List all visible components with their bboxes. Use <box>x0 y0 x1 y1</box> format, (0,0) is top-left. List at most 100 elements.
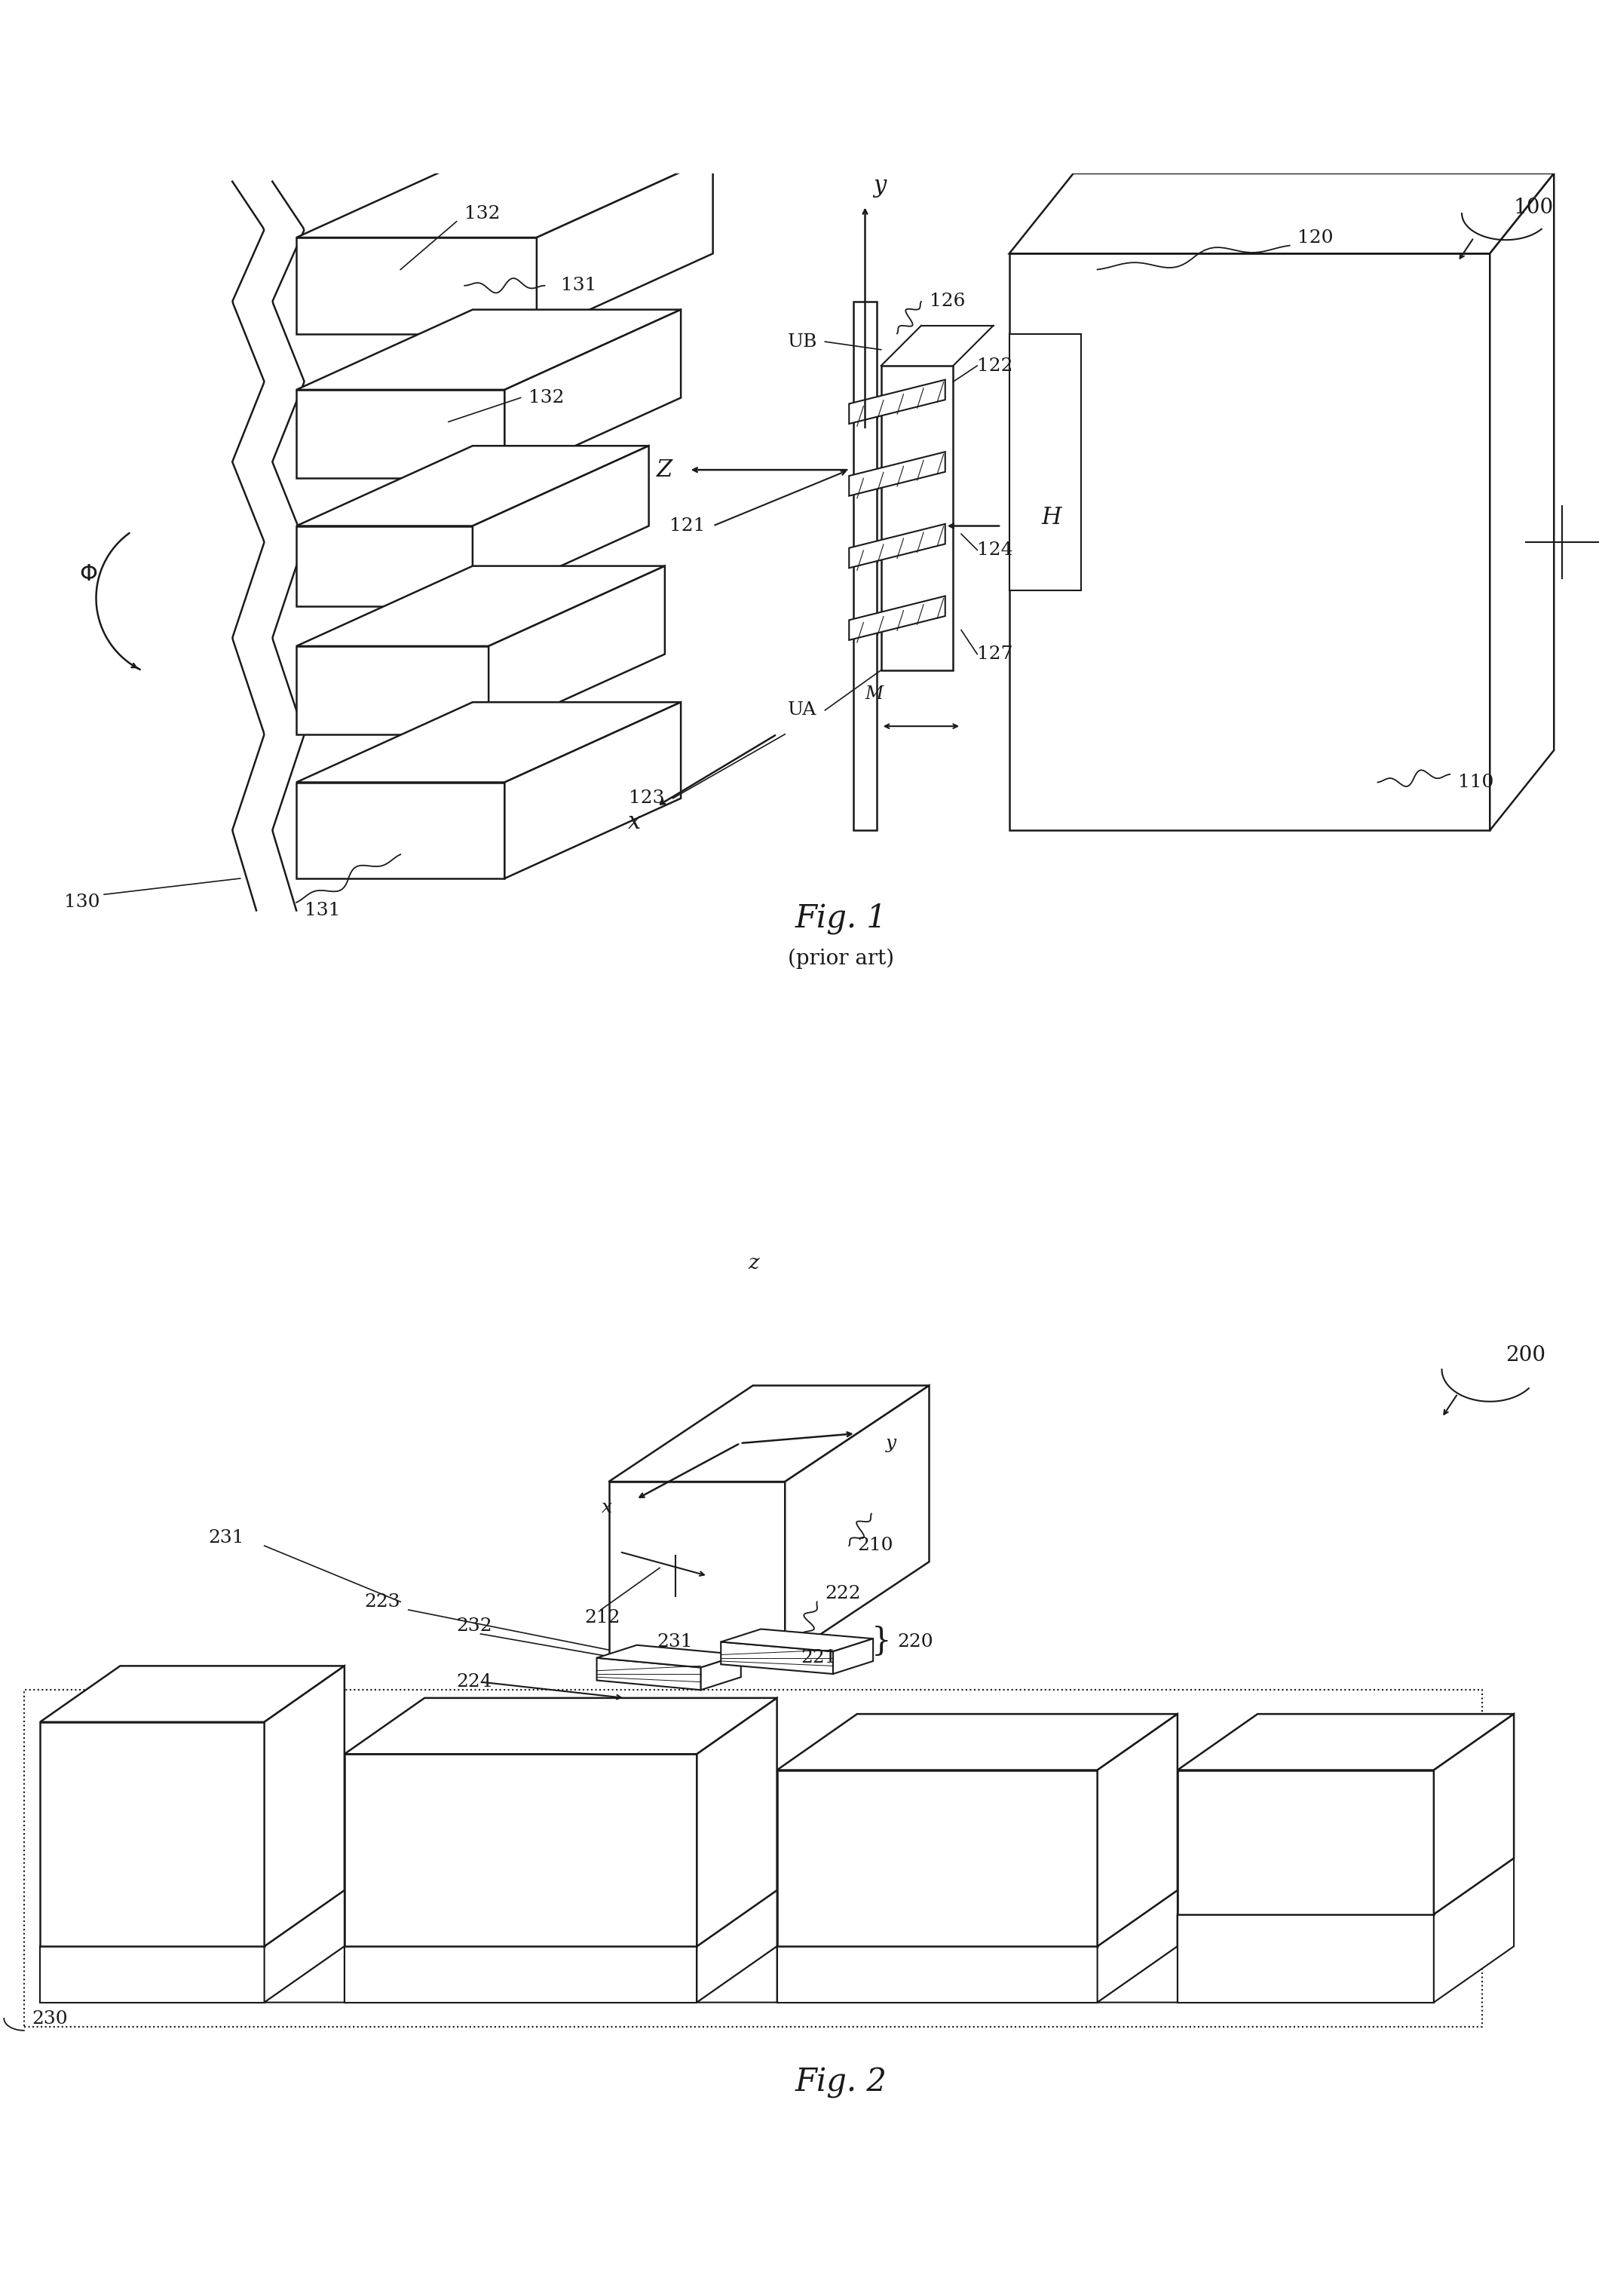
Polygon shape <box>264 1890 344 2002</box>
Polygon shape <box>598 1646 740 1667</box>
Text: 130: 130 <box>64 893 99 912</box>
Polygon shape <box>1177 1770 1434 1915</box>
Polygon shape <box>344 1699 777 1754</box>
Polygon shape <box>702 1655 740 1690</box>
Polygon shape <box>344 1890 777 1947</box>
Polygon shape <box>881 365 953 670</box>
Text: }: } <box>871 1626 891 1658</box>
Text: 222: 222 <box>825 1584 860 1603</box>
Text: 132: 132 <box>465 204 500 223</box>
Polygon shape <box>1097 1915 1177 2002</box>
Polygon shape <box>609 1481 785 1658</box>
Polygon shape <box>473 445 649 606</box>
Polygon shape <box>505 703 681 879</box>
Text: 220: 220 <box>897 1632 932 1651</box>
Polygon shape <box>785 1384 929 1658</box>
Polygon shape <box>777 1947 1097 2002</box>
Polygon shape <box>344 1754 697 1947</box>
Polygon shape <box>264 1947 344 2002</box>
Text: 223: 223 <box>365 1593 400 1609</box>
Polygon shape <box>1177 1915 1434 2002</box>
Polygon shape <box>344 1947 697 2002</box>
Text: UB: UB <box>787 333 817 351</box>
Polygon shape <box>849 523 945 567</box>
Text: 131: 131 <box>561 278 596 294</box>
Text: 232: 232 <box>457 1616 492 1635</box>
Text: 123: 123 <box>630 790 665 806</box>
Text: M: M <box>865 687 883 703</box>
Polygon shape <box>849 452 945 496</box>
Polygon shape <box>721 1630 873 1651</box>
Text: 224: 224 <box>457 1674 492 1690</box>
Polygon shape <box>1434 1857 1514 2002</box>
Polygon shape <box>505 310 681 478</box>
Text: 221: 221 <box>801 1649 836 1667</box>
Polygon shape <box>1009 174 1554 253</box>
Polygon shape <box>849 597 945 641</box>
Polygon shape <box>697 1699 777 1947</box>
Text: 100: 100 <box>1514 197 1554 218</box>
Text: Fig. 2: Fig. 2 <box>795 2066 888 2099</box>
Text: (prior art): (prior art) <box>788 948 894 969</box>
Text: Z: Z <box>657 459 673 482</box>
Polygon shape <box>264 1667 344 1947</box>
Polygon shape <box>609 1384 929 1481</box>
Polygon shape <box>537 158 713 333</box>
Text: H: H <box>1041 505 1062 530</box>
Text: y: y <box>873 174 886 197</box>
Polygon shape <box>1009 253 1490 831</box>
Polygon shape <box>777 1715 1177 1770</box>
Polygon shape <box>40 1947 264 2002</box>
Text: 120: 120 <box>1298 230 1333 246</box>
Polygon shape <box>777 1770 1097 1947</box>
Text: 124: 124 <box>977 542 1012 558</box>
Polygon shape <box>697 1947 777 2002</box>
Text: y: y <box>886 1435 897 1451</box>
Polygon shape <box>598 1658 702 1690</box>
Text: 121: 121 <box>670 517 705 535</box>
Polygon shape <box>721 1642 833 1674</box>
Text: x: x <box>601 1499 612 1515</box>
Polygon shape <box>296 310 681 390</box>
Text: x: x <box>628 810 641 833</box>
Text: $\Phi$: $\Phi$ <box>78 563 98 585</box>
Text: 127: 127 <box>977 645 1012 664</box>
Polygon shape <box>296 645 489 735</box>
Text: 231: 231 <box>657 1632 692 1651</box>
Polygon shape <box>697 1890 777 2002</box>
Polygon shape <box>1177 1715 1514 1770</box>
Polygon shape <box>1097 1715 1177 1947</box>
Text: UA: UA <box>788 703 817 719</box>
Text: Fig. 1: Fig. 1 <box>795 902 888 934</box>
Polygon shape <box>296 526 473 606</box>
Text: z: z <box>748 1254 759 1274</box>
Polygon shape <box>296 236 537 333</box>
Text: 131: 131 <box>304 902 340 918</box>
Polygon shape <box>833 1639 873 1674</box>
Polygon shape <box>296 390 505 478</box>
Polygon shape <box>1097 1890 1177 2002</box>
Polygon shape <box>1490 174 1554 831</box>
Polygon shape <box>854 301 878 831</box>
Polygon shape <box>296 567 665 645</box>
Polygon shape <box>489 567 665 735</box>
Text: 110: 110 <box>1458 774 1493 790</box>
Polygon shape <box>1009 333 1081 590</box>
Polygon shape <box>40 1722 264 1947</box>
Text: 230: 230 <box>32 2011 67 2027</box>
Text: 231: 231 <box>208 1529 244 1548</box>
Polygon shape <box>1177 1857 1514 1915</box>
Polygon shape <box>296 445 649 526</box>
Text: 126: 126 <box>929 294 964 310</box>
Polygon shape <box>40 1890 344 1947</box>
Polygon shape <box>1434 1715 1514 1915</box>
Polygon shape <box>296 703 681 783</box>
Text: 200: 200 <box>1506 1345 1546 1366</box>
Text: 132: 132 <box>529 388 564 406</box>
Polygon shape <box>849 379 945 425</box>
Polygon shape <box>40 1667 344 1722</box>
Polygon shape <box>296 158 713 236</box>
Text: 122: 122 <box>977 358 1012 374</box>
Text: 212: 212 <box>585 1609 620 1626</box>
Text: 210: 210 <box>857 1536 892 1554</box>
